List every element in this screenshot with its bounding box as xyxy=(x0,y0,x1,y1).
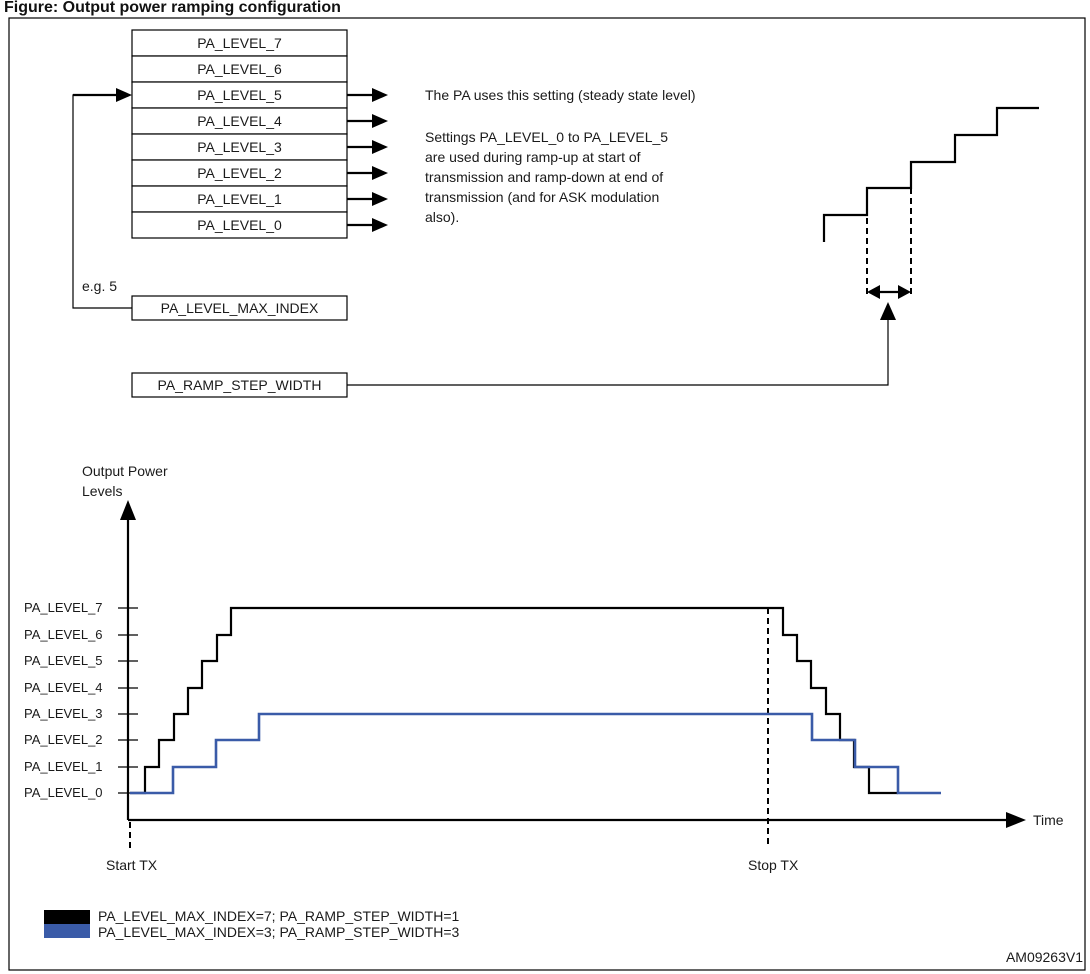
register-label: PA_LEVEL_5 xyxy=(197,87,282,103)
y-axis-title-line2: Levels xyxy=(82,483,122,499)
steady-state-note: The PA uses this setting (steady state l… xyxy=(425,87,696,103)
register-label: PA_LEVEL_0 xyxy=(197,217,282,233)
register-pa-level-0 xyxy=(131,211,348,239)
y-axis-title-line1: Output Power xyxy=(82,463,168,479)
ramp-note: Settings PA_LEVEL_0 to PA_LEVEL_5 are us… xyxy=(425,129,668,225)
ramp-note-line: Settings PA_LEVEL_0 to PA_LEVEL_5 xyxy=(425,129,668,145)
legend: PA_LEVEL_MAX_INDEX=7; PA_RAMP_STEP_WIDTH… xyxy=(44,908,460,940)
arrow-right-icon xyxy=(372,140,388,154)
ramp-note-line: are used during ramp-up at start of xyxy=(425,149,641,165)
max-index-connector xyxy=(72,94,132,309)
register-pa-level-2 xyxy=(131,159,348,187)
arrow-right-icon xyxy=(898,285,911,299)
figure-code: AM09263V1 xyxy=(1006,949,1083,965)
figure-frame xyxy=(8,17,1086,971)
ramp-note-line: transmission (and for ASK modulation xyxy=(425,189,659,205)
register-output-arrows xyxy=(347,88,388,232)
y-tick-label: PA_LEVEL_3 xyxy=(24,706,103,721)
ramp-step-connector xyxy=(347,318,889,386)
register-label: PA_LEVEL_6 xyxy=(197,61,282,77)
arrow-right-icon xyxy=(1006,812,1026,828)
y-tick-label: PA_LEVEL_0 xyxy=(24,785,103,800)
arrow-up-icon xyxy=(880,302,896,320)
legend-label: PA_LEVEL_MAX_INDEX=3; PA_RAMP_STEP_WIDTH… xyxy=(98,924,460,940)
legend-swatch-blue xyxy=(44,924,90,938)
arrow-right-icon xyxy=(372,166,388,180)
arrow-right-icon xyxy=(372,218,388,232)
y-tick-label: PA_LEVEL_2 xyxy=(24,732,103,747)
max-index-label: PA_LEVEL_MAX_INDEX xyxy=(161,300,319,316)
ramp-step-label: PA_RAMP_STEP_WIDTH xyxy=(158,377,322,393)
register-label: PA_LEVEL_1 xyxy=(197,191,282,207)
register-stack: PA_LEVEL_7 PA_LEVEL_6 PA_LEVEL_5 PA_LEVE… xyxy=(131,29,348,239)
arrow-left-icon xyxy=(867,285,880,299)
ramp-note-line: also). xyxy=(425,209,459,225)
x-axis-title: Time xyxy=(1033,812,1064,828)
ramp-note-line: transmission and ramp-down at end of xyxy=(425,169,663,185)
series-line-black xyxy=(130,606,898,795)
register-label: PA_LEVEL_7 xyxy=(197,35,282,51)
register-label: PA_LEVEL_2 xyxy=(197,165,282,181)
figure-title: Figure: Output power ramping configurati… xyxy=(4,0,341,16)
ramp-step-group: PA_RAMP_STEP_WIDTH xyxy=(131,302,896,398)
arrow-right-icon xyxy=(372,192,388,206)
staircase-steps xyxy=(822,106,1039,242)
register-pa-level-1 xyxy=(131,185,348,213)
max-index-example: e.g. 5 xyxy=(82,278,117,294)
y-tick-label: PA_LEVEL_1 xyxy=(24,759,103,774)
arrow-up-icon xyxy=(120,500,136,520)
arrow-right-icon xyxy=(116,88,132,102)
y-tick-label: PA_LEVEL_6 xyxy=(24,627,103,642)
arrow-right-icon xyxy=(372,88,388,102)
y-tick-label: PA_LEVEL_4 xyxy=(24,680,103,695)
y-tick-label: PA_LEVEL_7 xyxy=(24,600,103,615)
arrow-right-icon xyxy=(372,114,388,128)
power-chart: Output Power Levels Time PA_LEVEL_0 PA_L… xyxy=(24,463,1064,873)
register-pa-level-4 xyxy=(131,107,348,135)
register-label: PA_LEVEL_4 xyxy=(197,113,282,129)
legend-label: PA_LEVEL_MAX_INDEX=7; PA_RAMP_STEP_WIDTH… xyxy=(98,908,460,924)
register-label: PA_LEVEL_3 xyxy=(197,139,282,155)
max-index-group: PA_LEVEL_MAX_INDEX e.g. 5 xyxy=(72,88,348,321)
start-tx-label: Start TX xyxy=(106,857,158,873)
legend-swatch-black xyxy=(44,910,90,924)
stop-tx-label: Stop TX xyxy=(748,857,799,873)
series-line-blue xyxy=(130,712,941,795)
y-tick-label: PA_LEVEL_5 xyxy=(24,653,103,668)
staircase-illustration xyxy=(822,106,1039,299)
